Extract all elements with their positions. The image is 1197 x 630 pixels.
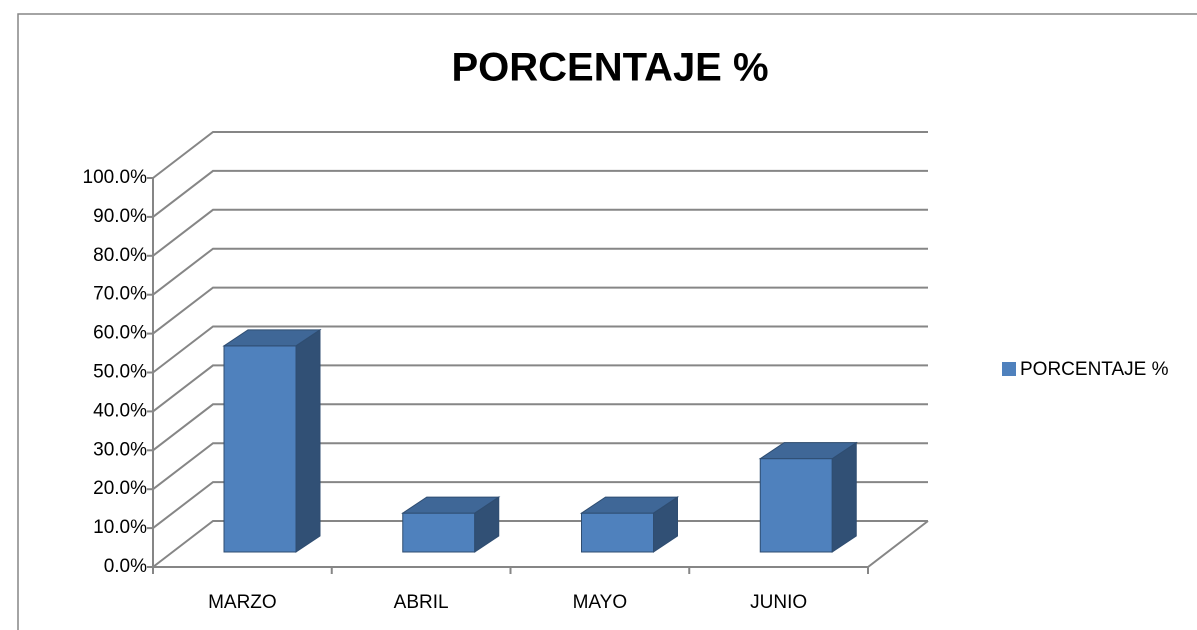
bar-front — [402, 512, 476, 553]
grid-line — [152, 442, 928, 490]
y-tick-label: 70.0% — [93, 284, 147, 305]
grid-line — [152, 520, 928, 568]
y-tick-label: 80.0% — [93, 245, 147, 266]
y-tick-label: 90.0% — [93, 206, 147, 227]
grid-line — [152, 403, 928, 452]
bar-top — [222, 329, 322, 347]
y-tick-label: 10.0% — [93, 517, 147, 538]
y-tick-label: 60.0% — [93, 323, 147, 344]
bar-top — [579, 496, 680, 514]
grid-line — [152, 131, 928, 179]
grid-line — [152, 325, 928, 374]
bar-top — [401, 496, 501, 514]
bar — [222, 328, 322, 553]
legend-label: PORCENTAJE % — [1020, 359, 1169, 380]
legend-swatch — [1002, 362, 1016, 376]
y-tick-label: 0.0% — [104, 556, 147, 577]
y-tick-label: 50.0% — [93, 362, 147, 383]
bar-front — [581, 512, 654, 553]
bar — [401, 496, 501, 553]
y-tick-label: 30.0% — [93, 439, 147, 460]
grid-line — [152, 208, 928, 257]
bar — [579, 496, 680, 553]
x-tick-label: ABRIL — [394, 592, 449, 613]
y-tick-label: 100.0% — [83, 167, 148, 188]
bar-side — [831, 441, 857, 553]
bar — [758, 441, 858, 553]
bar-top — [758, 442, 858, 460]
grid-line — [152, 247, 928, 296]
grid-line — [152, 286, 928, 335]
grid-line — [152, 169, 928, 218]
y-tick-label: 20.0% — [93, 478, 147, 499]
x-tick-label: MAYO — [573, 592, 628, 613]
grid-line — [152, 481, 928, 529]
bar-front — [223, 345, 297, 553]
grid-line — [152, 364, 928, 413]
y-tick-label: 40.0% — [93, 400, 147, 421]
bar-front — [759, 458, 833, 553]
bar-side — [295, 328, 321, 553]
chart-title: PORCENTAJE % — [451, 46, 768, 90]
x-tick-label: MARZO — [208, 592, 277, 613]
x-tick-label: JUNIO — [750, 592, 807, 613]
